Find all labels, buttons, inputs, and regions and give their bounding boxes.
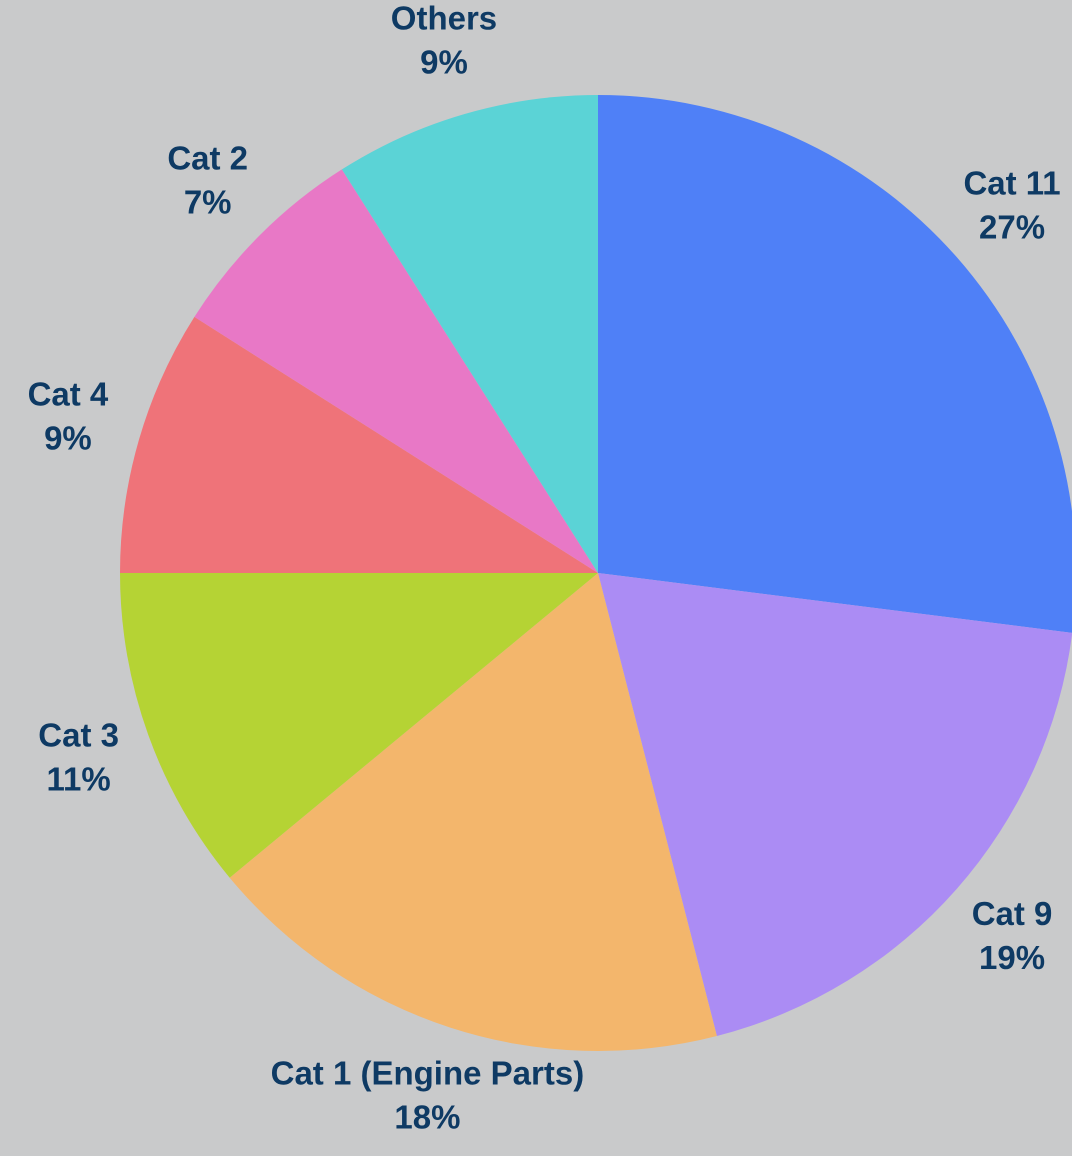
- slice-label: Cat 2: [167, 139, 248, 176]
- slice-value-label: 19%: [979, 939, 1045, 976]
- slice-label: Others: [391, 0, 497, 37]
- pie-slice: [120, 573, 598, 878]
- slice-value-label: 7%: [184, 183, 232, 220]
- slice-label: Cat 4: [28, 376, 109, 413]
- pie-slice: [598, 95, 1072, 633]
- slice-value-label: 9%: [420, 44, 468, 81]
- pie-slice: [229, 573, 717, 1051]
- slice-label: Cat 3: [38, 717, 119, 754]
- slice-label: Cat 9: [972, 895, 1053, 932]
- pie-slice: [120, 316, 598, 573]
- pie-slice: [194, 169, 598, 573]
- pie-slice: [341, 95, 598, 573]
- slice-label: Cat 11: [963, 165, 1060, 202]
- slice-value-label: 27%: [979, 209, 1045, 246]
- pie-slice: [598, 573, 1072, 1036]
- slice-value-label: 18%: [394, 1099, 460, 1136]
- slice-label: Cat 1 (Engine Parts): [271, 1055, 585, 1092]
- slice-value-label: 9%: [44, 420, 92, 457]
- slice-value-label: 11%: [47, 761, 111, 798]
